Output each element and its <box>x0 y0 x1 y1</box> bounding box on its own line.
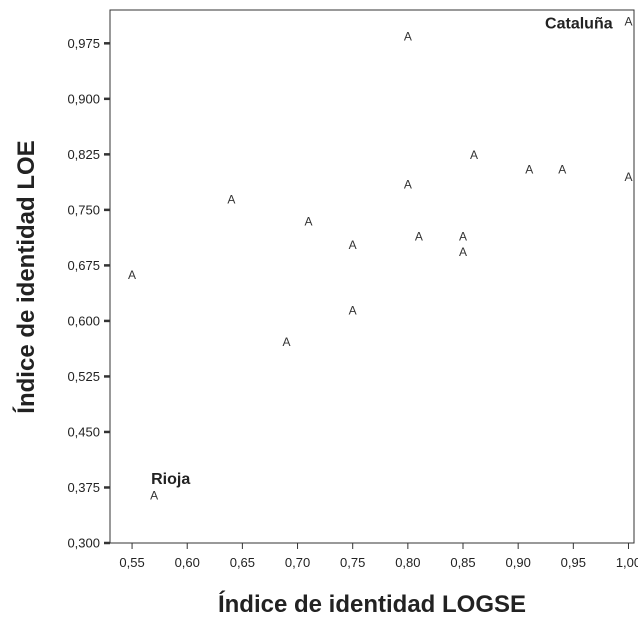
annotations: Cataluña Rioja <box>151 16 613 488</box>
y-tick-label: 0,825 <box>67 147 100 162</box>
data-point: A <box>404 177 412 191</box>
x-tick-label: 0,65 <box>230 555 255 570</box>
data-point: A <box>470 148 478 162</box>
x-tick-label: 0,80 <box>395 555 420 570</box>
data-point: A <box>305 214 313 228</box>
data-point: A <box>404 29 412 43</box>
data-point: A <box>459 229 467 243</box>
data-point: A <box>282 335 290 349</box>
y-tick-label: 0,675 <box>67 258 100 273</box>
y-tick-label: 0,375 <box>67 480 100 495</box>
y-tick-label: 0,450 <box>67 424 100 439</box>
point-annotation: Cataluña <box>545 16 613 33</box>
x-tick-label: 0,75 <box>340 555 365 570</box>
x-tick-label: 0,55 <box>119 555 144 570</box>
y-tick-label: 0,900 <box>67 91 100 106</box>
x-axis-ticks: 0,55 0,60 0,65 0,70 0,75 0,80 0,85 0,90 0,95 1,00 <box>119 543 638 570</box>
data-point: A <box>624 15 632 29</box>
y-axis-ticks: 0,300 0,375 0,450 0,525 0,600 0,675 0,750 0,825… <box>67 36 110 551</box>
x-tick-label: 0,60 <box>175 555 200 570</box>
y-tick-label: 0,300 <box>67 536 100 551</box>
data-point: A <box>415 229 423 243</box>
data-point: A <box>349 303 357 317</box>
point-annotation: Rioja <box>151 471 190 488</box>
data-point: A <box>150 488 158 502</box>
data-point: A <box>624 170 632 184</box>
data-point: A <box>227 192 235 206</box>
x-tick-label: 0,90 <box>506 555 531 570</box>
data-point: A <box>349 238 357 252</box>
x-tick-label: 0,70 <box>285 555 310 570</box>
x-tick-label: 0,85 <box>450 555 475 570</box>
data-point: A <box>525 163 533 177</box>
y-tick-label: 0,525 <box>67 369 100 384</box>
y-tick-label: 0,750 <box>67 202 100 217</box>
x-tick-label: 0,95 <box>561 555 586 570</box>
x-tick-label: 1,00 <box>616 555 638 570</box>
plot-area <box>109 9 635 544</box>
y-axis-title: Índice de identidad LOE <box>12 140 40 413</box>
data-point: A <box>459 245 467 259</box>
data-point: A <box>128 268 136 282</box>
y-tick-label: 0,975 <box>67 36 100 51</box>
y-tick-label: 0,600 <box>67 313 100 328</box>
data-point: A <box>558 163 566 177</box>
x-axis-title: Índice de identidad LOGSE <box>218 590 526 618</box>
